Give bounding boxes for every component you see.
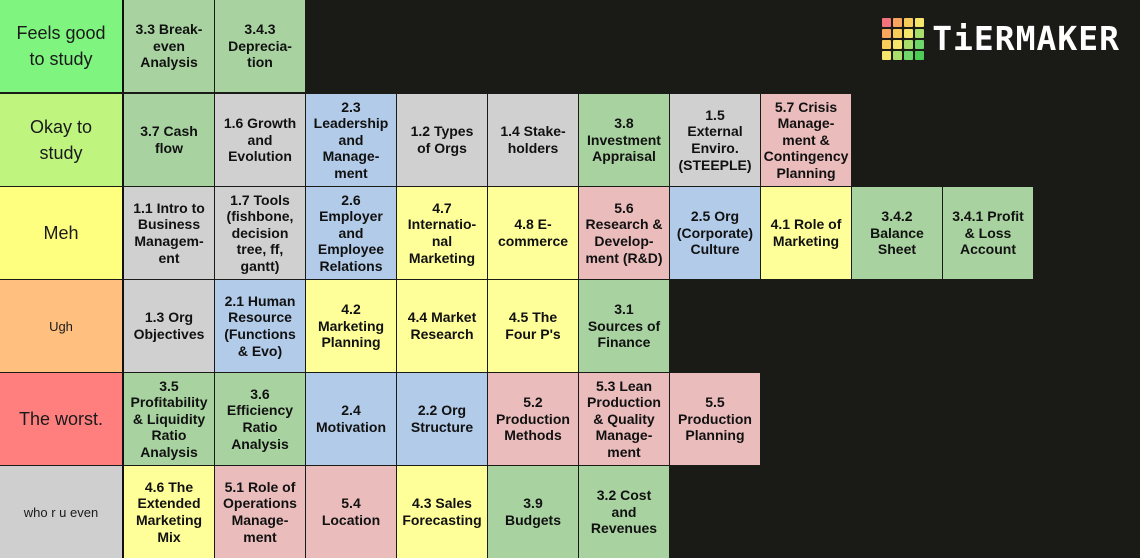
logo-square <box>904 18 914 27</box>
tier-item-card[interactable]: 3.4.2 Balance Sheet <box>852 187 942 279</box>
tier-item-card[interactable]: 3.8 Investment Appraisal <box>579 94 669 186</box>
tier-row: The worst. 3.5 Profitability & Liquidity … <box>0 373 1140 465</box>
tier-item-card[interactable]: 3.6 Efficiency Ratio Analysis <box>215 373 305 465</box>
tier-item-card[interactable]: 1.7 Tools (fishbone, decision tree, ff, … <box>215 187 305 279</box>
logo-square <box>904 29 914 38</box>
tier-item-card[interactable]: 3.4.3 Deprecia- tion <box>215 0 305 92</box>
tier-item-card[interactable]: 4.2 Marketing Planning <box>306 280 396 372</box>
logo-text: TiERMAKER <box>932 19 1120 58</box>
tier-item-card[interactable]: 3.2 Cost and Revenues <box>579 466 669 558</box>
tier-label[interactable]: who r u even <box>0 466 124 558</box>
tier-label[interactable]: The worst. <box>0 373 124 465</box>
tier-label[interactable]: Feels good to study <box>0 0 124 92</box>
tier-row: Okay to study 3.7 Cash flow 1.6 Growth and… <box>0 94 1140 186</box>
tier-item-card[interactable]: 3.1 Sources of Finance <box>579 280 669 372</box>
logo-square <box>882 40 892 49</box>
tier-item-card[interactable]: 1.2 Types of Orgs <box>397 94 487 186</box>
tier-item-card[interactable]: 3.4.1 Profit & Loss Account <box>943 187 1033 279</box>
tier-item-card[interactable]: 3.9 Budgets <box>488 466 578 558</box>
tier-row: Meh 1.1 Intro to Business Managem- ent 1.7… <box>0 187 1140 279</box>
tier-item-card[interactable]: 1.1 Intro to Business Managem- ent <box>124 187 214 279</box>
tier-item-card[interactable]: 3.7 Cash flow <box>124 94 214 186</box>
logo-square <box>893 51 903 60</box>
tier-items: 3.5 Profitability & Liquidity Ratio Anal… <box>124 373 1140 465</box>
tier-item-card[interactable]: 1.5 External Enviro. (STEEPLE) <box>670 94 760 186</box>
tier-row: Feels good to study 3.3 Break- even Analy… <box>0 0 1140 92</box>
tier-item-card[interactable]: 1.4 Stake- holders <box>488 94 578 186</box>
logo-square <box>915 18 925 27</box>
tier-item-card[interactable]: 4.3 Sales Forecasting <box>397 466 487 558</box>
tier-item-card[interactable]: 4.8 E- commerce <box>488 187 578 279</box>
tier-row: Ugh 1.3 Org Objectives 2.1 Human Resource … <box>0 280 1140 372</box>
logo-square <box>915 40 925 49</box>
tier-item-card[interactable]: 2.5 Org (Corporate) Culture <box>670 187 760 279</box>
tier-item-card[interactable]: 5.3 Lean Production & Quality Manage- me… <box>579 373 669 465</box>
tier-items: 1.1 Intro to Business Managem- ent 1.7 To… <box>124 187 1140 279</box>
logo-square <box>904 40 914 49</box>
tier-items: 3.7 Cash flow 1.6 Growth and Evolution 2.3… <box>124 94 1140 186</box>
tier-item-card[interactable]: 5.2 Production Methods <box>488 373 578 465</box>
tier-row: who r u even 4.6 The Extended Marketing M… <box>0 466 1140 558</box>
tier-items: 1.3 Org Objectives 2.1 Human Resource (Fu… <box>124 280 1140 372</box>
tier-label[interactable]: Ugh <box>0 280 124 372</box>
logo-square <box>904 51 914 60</box>
logo-grid-icon <box>882 18 925 60</box>
logo-square <box>882 18 892 27</box>
tier-items: 4.6 The Extended Marketing Mix 5.1 Role o… <box>124 466 1140 558</box>
tier-label[interactable]: Meh <box>0 187 124 279</box>
tier-item-card[interactable]: 2.6 Employer and Employee Relations <box>306 187 396 279</box>
logo-square <box>893 29 903 38</box>
tier-item-card[interactable]: 1.3 Org Objectives <box>124 280 214 372</box>
tier-item-card[interactable]: 2.4 Motivation <box>306 373 396 465</box>
tier-item-card[interactable]: 4.7 Internatio- nal Marketing <box>397 187 487 279</box>
tier-item-card[interactable]: 5.4 Location <box>306 466 396 558</box>
tier-item-card[interactable]: 2.3 Leadership and Manage- ment <box>306 94 396 186</box>
tier-item-card[interactable]: 4.5 The Four P's <box>488 280 578 372</box>
tier-item-card[interactable]: 4.4 Market Research <box>397 280 487 372</box>
tier-item-card[interactable]: 2.2 Org Structure <box>397 373 487 465</box>
logo-square <box>915 29 925 38</box>
tier-items: 3.3 Break- even Analysis 3.4.3 Deprecia- … <box>124 0 1140 92</box>
tiermaker-logo: TiERMAKER <box>882 18 1120 60</box>
tier-item-card[interactable]: 3.3 Break- even Analysis <box>124 0 214 92</box>
logo-square <box>915 51 925 60</box>
tier-item-card[interactable]: 2.1 Human Resource (Functions & Evo) <box>215 280 305 372</box>
tier-item-card[interactable]: 3.5 Profitability & Liquidity Ratio Anal… <box>124 373 214 465</box>
tier-item-card[interactable]: 4.1 Role of Marketing <box>761 187 851 279</box>
logo-square <box>893 18 903 27</box>
tier-label[interactable]: Okay to study <box>0 94 124 186</box>
logo-square <box>882 29 892 38</box>
tier-item-card[interactable]: 5.5 Production Planning <box>670 373 760 465</box>
tier-item-card[interactable]: 5.7 Crisis Manage- ment & Contingency Pl… <box>761 94 851 186</box>
logo-square <box>893 40 903 49</box>
tier-item-card[interactable]: 5.1 Role of Operations Manage- ment <box>215 466 305 558</box>
logo-square <box>882 51 892 60</box>
tier-item-card[interactable]: 5.6 Research & Develop- ment (R&D) <box>579 187 669 279</box>
tier-item-card[interactable]: 1.6 Growth and Evolution <box>215 94 305 186</box>
tier-item-card[interactable]: 4.6 The Extended Marketing Mix <box>124 466 214 558</box>
